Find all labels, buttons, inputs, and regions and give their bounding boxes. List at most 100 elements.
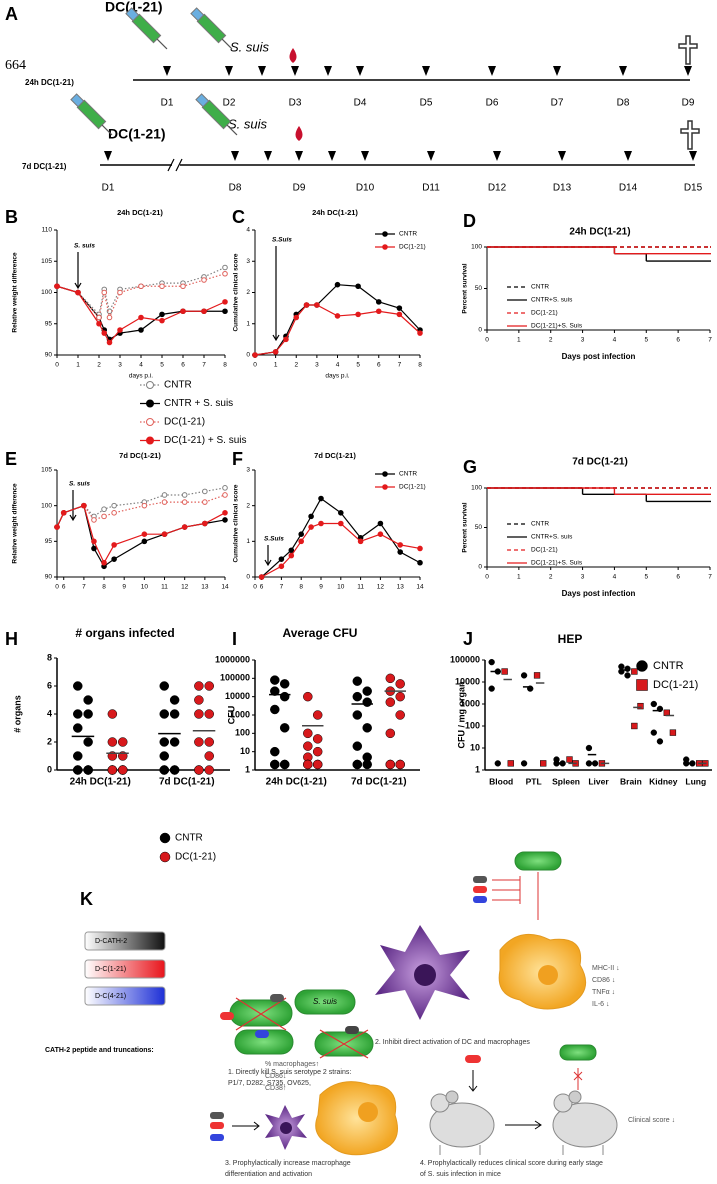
day-label: D3 [289,98,302,109]
legend-symbol [146,399,154,408]
y-tick-label: 100 [41,289,52,296]
y-tick-label: 2 [246,502,250,509]
y-axis-label: Relative weight difference [12,252,19,333]
x-tick-label: 0 [253,584,257,591]
data-point [270,746,280,757]
y-axis-label: Percent survival [462,502,469,552]
challenge: S. suis [230,39,270,54]
data-point [591,760,599,767]
data-point [355,311,361,318]
bacterium-label: S. suis [313,997,337,1006]
data-point [501,668,508,675]
legend-symbol [382,484,388,490]
legend-symbol [159,832,171,844]
data-point [258,574,265,580]
data-point [417,559,423,566]
legend-label: CNTR [399,471,417,478]
data-point [181,524,188,530]
x-tick-label: 24h DC(1-21) [266,777,327,788]
data-point [222,270,228,277]
data-point [111,502,117,509]
y-tick-label: 1000 [230,709,250,719]
y-tick-label: 100000 [220,673,250,683]
data-point [73,765,83,775]
data-point [101,513,107,520]
legend-label: CNTR + S. suis [164,398,233,409]
y-tick-label: 100 [471,244,482,251]
panel-label: F [232,449,243,469]
legend-symbol [382,471,388,477]
legend-label: DC(1-21) + S. suis [164,435,247,446]
peptide-label: D-C(1-21) [95,966,126,973]
y-tick-label: 4 [246,227,250,234]
day-label: D14 [619,183,638,194]
y-tick-label: 50 [475,285,483,292]
data-point [385,759,396,770]
legend-label: CNTR+S. suis [531,534,573,541]
panel-label: D [463,211,476,231]
data-point [202,499,208,505]
chart-title: 7d DC(1-21) [119,451,161,460]
x-tick-label: 1 [517,337,521,344]
x-tick-label: 4 [613,574,617,581]
day-arrow [104,151,112,161]
marker-text: TNFα ↓ [592,989,615,996]
y-tick-label: 2 [47,736,52,746]
data-point [520,672,528,679]
marker-text: Clinical score ↓ [628,1117,675,1124]
data-point [288,547,295,554]
y-tick-label: 10 [240,746,250,756]
data-point [278,556,285,562]
chart-title: 24h DC(1-21) [312,208,358,217]
x-tick-label: 10 [141,584,149,591]
x-tick-label: 8 [102,584,106,591]
caption: 4. Prophylactically reduces clinical sco… [420,1160,603,1167]
legend-title: CATH-2 peptide and truncations: [45,1047,154,1054]
day-arrow [619,66,627,76]
data-point [252,352,258,358]
data-point [194,695,204,705]
x-tick-label: 4 [336,362,340,369]
caption: differentiation and activation [225,1171,312,1178]
y-tick-label: 105 [41,258,52,265]
legend-symbol [159,851,171,863]
x-tick-label: 13 [397,584,405,591]
day-label: D4 [354,98,367,109]
data-point [397,542,404,548]
data-point [138,314,144,321]
cross-icon [680,120,700,150]
data-point [362,723,372,733]
data-point [375,308,382,315]
data-point [194,681,204,691]
data-point [222,485,228,491]
syringe-icon [190,7,233,50]
x-axis-label: days p.i. [325,373,349,380]
data-point [201,308,207,315]
day-label: D8 [617,98,630,109]
data-point [352,710,363,720]
panel-label: A [5,4,18,24]
data-point [169,709,180,719]
data-point [201,277,207,283]
data-point [566,756,573,763]
x-tick-label: 6 [181,362,185,369]
legend-label: CNTR [175,833,203,844]
y-tick-label: 6 [47,680,52,690]
data-point [202,488,208,495]
data-point [488,685,495,692]
x-tick-label: Liver [588,776,609,786]
data-point [81,502,87,509]
syringe-barrel [196,13,227,44]
data-point [314,302,320,308]
day-label: D13 [553,183,572,194]
data-point [159,765,170,775]
data-point [194,737,204,747]
syringe-needle [226,124,238,136]
row-label: 7d DC(1-21) [22,162,67,171]
data-point [303,302,310,308]
x-tick-label: PTL [526,776,542,786]
y-tick-label: 95 [45,538,53,545]
series-line [56,273,226,320]
syringe-icon [195,93,238,136]
y-tick-label: 0 [478,327,482,334]
